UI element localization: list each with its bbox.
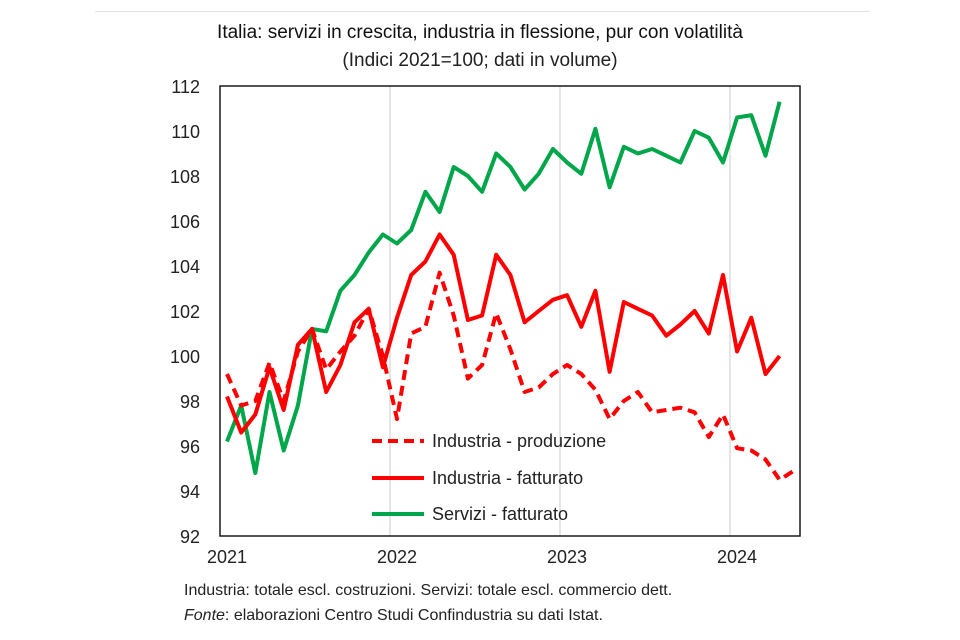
y-axis: 92 94 96 98 100 102 104 106 108 110 112 [170, 77, 200, 547]
chart-subtitle: (Indici 2021=100; dati in volume) [342, 50, 618, 71]
y-tick-label: 96 [180, 437, 200, 457]
legend: Industria - produzione Industria - fattur… [372, 431, 606, 524]
x-tick-label: 2022 [377, 547, 417, 567]
x-tick-label: 2024 [717, 547, 757, 567]
y-tick-label: 100 [170, 347, 200, 367]
source-label: Fonte [184, 607, 225, 624]
series-group [225, 101, 795, 482]
series-line-servizi-fatturato [225, 101, 782, 475]
series-line-industria-produzione [225, 270, 795, 482]
y-tick-label: 110 [171, 122, 200, 142]
note-definitions: Industria: totale escl. costruzioni. Ser… [184, 582, 673, 599]
x-axis: 2021 2022 2023 2024 [207, 547, 757, 567]
y-tick-label: 102 [170, 302, 200, 322]
y-tick-label: 94 [180, 482, 200, 502]
y-tick-label: 104 [170, 257, 200, 277]
source-text: : elaborazioni Centro Studi Confindustri… [224, 607, 603, 624]
legend-label: Industria - produzione [432, 431, 606, 451]
top-separator [95, 11, 870, 12]
x-tick-label: 2021 [207, 547, 247, 567]
x-tick-label: 2023 [547, 547, 587, 567]
legend-label: Industria - fatturato [432, 468, 583, 488]
series-line-industria-fatturato [225, 232, 782, 435]
y-tick-label: 98 [180, 392, 200, 412]
y-tick-label: 112 [171, 77, 200, 97]
note-source: Fonte: elaborazioni Centro Studi Confind… [184, 607, 603, 625]
plot-frame [219, 85, 801, 537]
legend-label: Servizi - fatturato [432, 504, 568, 524]
y-tick-label: 92 [180, 527, 200, 547]
y-tick-label: 106 [170, 212, 200, 232]
chart-title: Italia: servizi in crescita, industria i… [217, 22, 743, 43]
y-tick-label: 108 [170, 167, 200, 187]
